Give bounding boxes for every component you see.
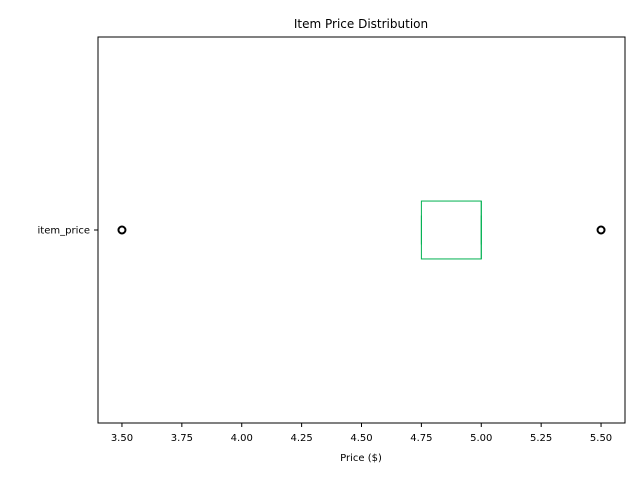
x-tick-label: 5.50 — [590, 433, 612, 444]
chart-title: Item Price Distribution — [294, 17, 428, 31]
x-axis-label: Price ($) — [340, 453, 382, 464]
plot-frame — [97, 36, 626, 424]
plot-marks — [117, 200, 606, 260]
x-tick-label: 5.00 — [470, 433, 492, 444]
y-axis-ticks: item_price — [38, 226, 98, 237]
x-axis-ticks: 3.50 3.75 4.00 4.25 4.50 4.75 5.00 5.25 5.50 — [111, 423, 612, 444]
x-tick-label: 4.50 — [350, 433, 372, 444]
y-tick-label: item_price — [38, 226, 90, 237]
x-tick-label: 3.50 — [111, 433, 133, 444]
x-tick-label: 4.75 — [410, 433, 432, 444]
x-tick-label: 4.00 — [231, 433, 253, 444]
box-iqr — [420, 200, 482, 260]
outlier-point — [596, 225, 606, 235]
x-tick-label: 5.25 — [530, 433, 552, 444]
outlier-point — [117, 225, 127, 235]
x-tick-label: 3.75 — [171, 433, 193, 444]
x-tick-label: 4.25 — [290, 433, 312, 444]
